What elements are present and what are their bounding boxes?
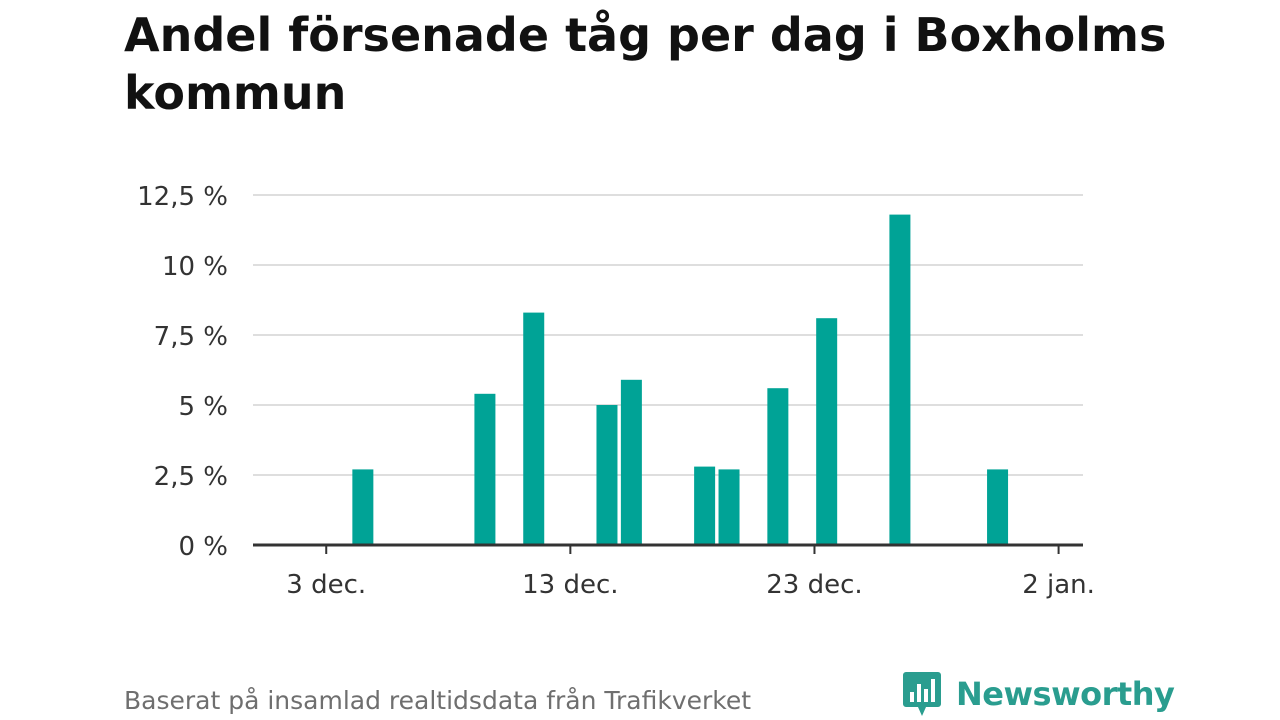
bar [767, 388, 789, 545]
chart-title: Andel försenade tåg per dag i Boxholms k… [124, 8, 1167, 120]
y-tick-label: 2,5 % [154, 462, 228, 492]
x-tick-label: 3 dec. [286, 570, 366, 600]
bar [523, 312, 545, 545]
bar [596, 405, 618, 545]
y-tick-label: 12,5 % [137, 182, 228, 212]
bar [474, 393, 496, 545]
x-tick-label: 13 dec. [522, 570, 618, 600]
y-tick-labels: 0 % 2,5 % 5 % 7,5 % 10 % 12,5 % [137, 182, 228, 562]
gridlines [253, 194, 1083, 476]
y-tick-label: 5 % [178, 392, 228, 422]
x-tick-label: 2 jan. [1022, 570, 1095, 600]
bar-chart: 0 % 2,5 % 5 % 7,5 % 10 % 12,5 % 3 dec. 13 dec.… [137, 182, 1095, 600]
bars [352, 214, 1009, 545]
y-tick-label: 10 % [162, 252, 228, 282]
y-tick-label: 7,5 % [154, 322, 228, 352]
brand-name: Newsworthy [956, 675, 1175, 713]
bar [889, 214, 911, 545]
bar [620, 379, 642, 545]
bar [987, 469, 1009, 545]
bar [816, 318, 838, 545]
bar [718, 469, 740, 545]
newsworthy-logo-icon [903, 672, 941, 716]
bar [694, 466, 716, 545]
x-axis [253, 543, 1083, 554]
source-note: Baserat på insamlad realtidsdata från Tr… [124, 686, 752, 715]
bar [352, 469, 374, 545]
brand-logo[interactable]: Newsworthy [902, 670, 1175, 718]
y-tick-label: 0 % [178, 532, 228, 562]
x-tick-label: 23 dec. [766, 570, 862, 600]
x-tick-labels: 3 dec. 13 dec. 23 dec. 2 jan. [286, 570, 1095, 600]
